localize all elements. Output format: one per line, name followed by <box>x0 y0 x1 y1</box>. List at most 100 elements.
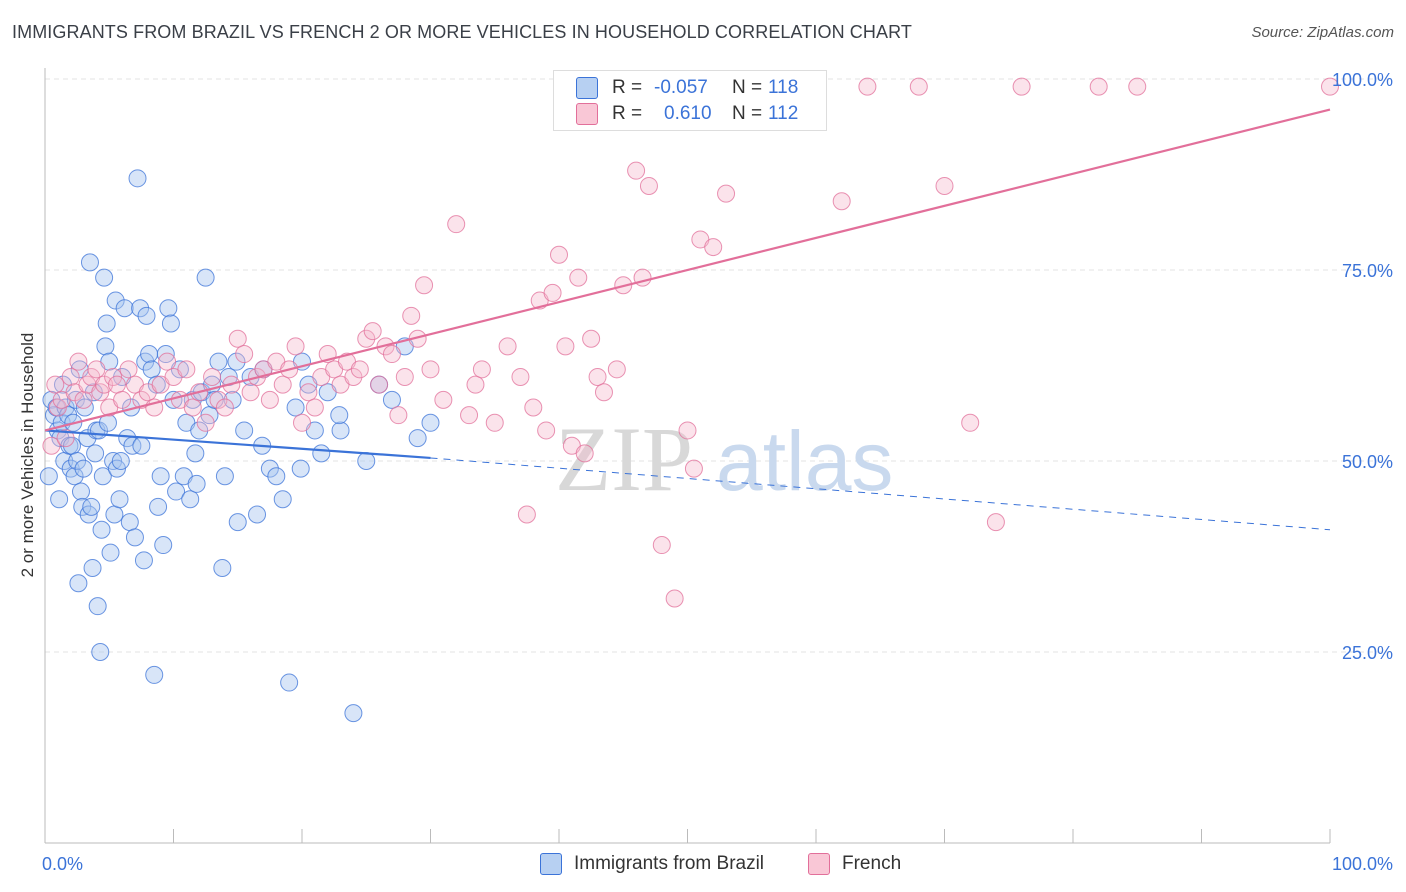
point-french <box>665 589 684 608</box>
point-french <box>511 367 530 386</box>
point-brazil <box>39 467 58 486</box>
trend-line-brazil <box>44 429 431 460</box>
point-french <box>415 276 434 295</box>
point-brazil <box>65 467 84 486</box>
legend-r-label: R = <box>612 77 643 98</box>
point-brazil <box>125 528 144 547</box>
point-french <box>460 406 479 425</box>
point-french <box>717 184 736 203</box>
watermark-atlas: atlas <box>716 414 893 508</box>
point-french <box>986 513 1005 532</box>
point-french <box>582 329 601 348</box>
point-brazil <box>91 643 110 661</box>
point-brazil <box>280 673 299 692</box>
point-french <box>235 345 254 364</box>
point-french <box>1321 77 1339 96</box>
source-label: Source: ZipAtlas.com <box>1251 24 1394 41</box>
gridlines <box>45 78 1395 653</box>
watermark-zip: ZIP <box>555 408 693 510</box>
bottom-legend-swatch-brazil <box>540 853 562 875</box>
point-french <box>196 413 215 432</box>
point-french <box>537 421 556 440</box>
series-french-points <box>42 77 1339 608</box>
x-tick-label-min: 0.0% <box>42 854 83 874</box>
point-brazil <box>190 421 209 440</box>
point-french <box>69 352 88 371</box>
point-french <box>909 77 928 96</box>
point-french <box>588 367 607 386</box>
point-french <box>61 367 80 386</box>
point-brazil <box>223 390 242 409</box>
point-french <box>363 322 382 341</box>
bottom-legend-french: French <box>808 851 901 877</box>
trend-lines <box>44 108 1331 531</box>
point-brazil <box>110 490 129 509</box>
point-french <box>569 268 588 287</box>
point-brazil <box>248 505 267 524</box>
legend-r-label: R = <box>612 103 643 124</box>
point-brazil <box>187 474 206 493</box>
point-french <box>286 337 305 356</box>
point-brazil <box>50 490 69 509</box>
point-french <box>704 238 723 257</box>
point-french <box>183 398 202 417</box>
legend-swatch-brazil <box>576 77 598 99</box>
point-french <box>370 375 389 394</box>
point-brazil <box>291 459 310 478</box>
point-brazil <box>215 467 234 486</box>
y-tick-label: 50.0% <box>1342 452 1393 472</box>
point-brazil <box>95 268 114 287</box>
point-brazil <box>344 704 363 723</box>
y-tick-label: 25.0% <box>1342 643 1393 663</box>
point-brazil <box>84 383 103 402</box>
point-brazil <box>273 490 292 509</box>
point-brazil <box>357 452 376 470</box>
point-french <box>203 367 222 386</box>
point-brazil <box>260 459 279 478</box>
point-french <box>652 536 671 555</box>
point-brazil <box>312 444 331 463</box>
point-french <box>832 192 851 211</box>
point-french <box>228 329 247 348</box>
point-french <box>158 352 177 371</box>
point-brazil <box>96 337 115 356</box>
point-brazil <box>80 253 99 272</box>
x-tick-label-max: 100.0% <box>1332 854 1393 874</box>
point-french <box>961 413 980 432</box>
point-brazil <box>154 536 173 555</box>
point-brazil <box>235 421 254 440</box>
point-french <box>273 375 292 394</box>
point-french <box>550 245 568 264</box>
point-french <box>382 345 401 364</box>
legend-row-french: R = 0.610 N = 112 <box>576 102 798 126</box>
point-brazil <box>140 345 159 364</box>
point-brazil <box>106 291 125 310</box>
point-french <box>607 360 626 379</box>
point-brazil <box>209 352 228 371</box>
point-french <box>177 360 196 379</box>
point-brazil <box>408 429 427 448</box>
point-brazil <box>421 413 440 432</box>
point-brazil <box>115 299 134 318</box>
point-brazil <box>68 452 87 470</box>
point-brazil <box>159 299 178 318</box>
y-tick-label: 75.0% <box>1342 261 1393 281</box>
point-brazil <box>331 421 350 440</box>
point-brazil <box>286 398 305 417</box>
point-brazil <box>97 314 116 333</box>
point-brazil <box>86 444 105 463</box>
point-french <box>299 383 318 402</box>
point-french <box>215 398 234 417</box>
point-french <box>517 505 536 524</box>
point-french <box>421 360 440 379</box>
point-brazil <box>131 299 150 318</box>
point-brazil <box>83 558 102 577</box>
point-french <box>344 367 363 386</box>
point-brazil <box>134 551 153 570</box>
point-brazil <box>227 352 246 371</box>
point-french <box>42 436 61 455</box>
bottom-legend-brazil: Immigrants from Brazil <box>540 851 764 877</box>
point-brazil <box>382 390 401 409</box>
bottom-legend-swatch-french <box>808 853 830 875</box>
